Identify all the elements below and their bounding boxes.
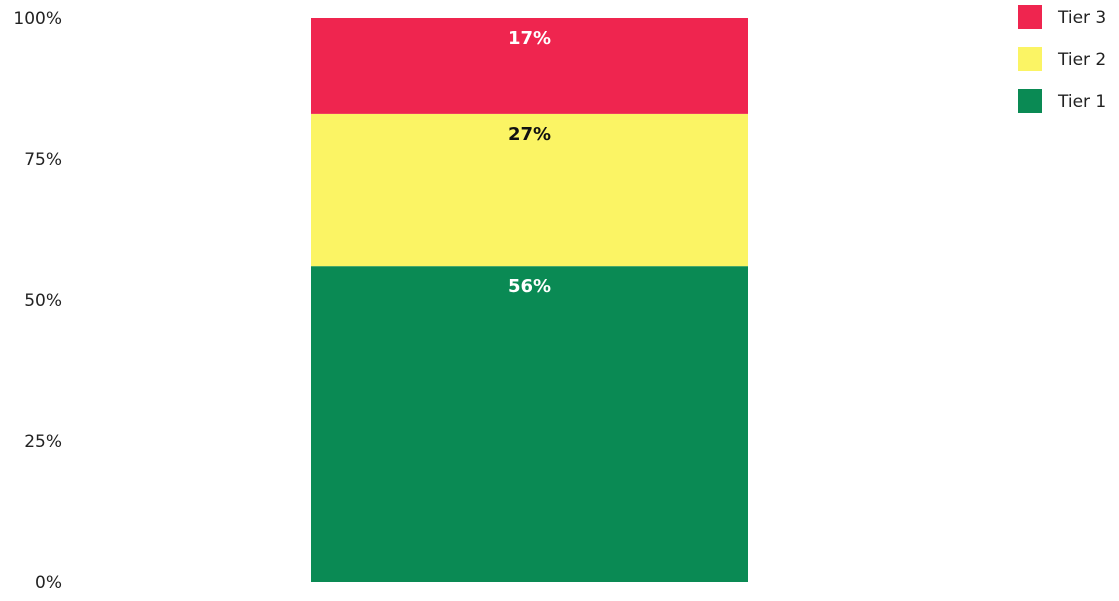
legend-swatch <box>1018 47 1042 71</box>
legend-swatch <box>1018 5 1042 29</box>
bar-segment-tier-2 <box>311 113 748 267</box>
data-label: 27% <box>508 124 551 145</box>
data-label: 56% <box>508 276 551 297</box>
bar-segment-tier-1 <box>311 266 748 582</box>
y-tick-label: 75% <box>24 150 62 170</box>
legend: Tier 3 Tier 2 Tier 1 <box>1018 5 1106 113</box>
y-tick-label: 100% <box>13 9 62 29</box>
legend-label: Tier 2 <box>1057 50 1106 70</box>
y-axis: 0% 25% 50% 75% 100% <box>13 9 62 593</box>
bar-segment-tier-3 <box>311 18 748 114</box>
y-tick-label: 0% <box>35 573 62 593</box>
legend-label: Tier 3 <box>1057 8 1106 28</box>
legend-swatch <box>1018 89 1042 113</box>
bar-stack <box>311 18 748 582</box>
data-labels: 56% 27% 17% <box>508 28 551 297</box>
legend-label: Tier 1 <box>1057 92 1106 112</box>
y-tick-label: 25% <box>24 432 62 452</box>
y-tick-label: 50% <box>24 291 62 311</box>
data-label: 17% <box>508 28 551 49</box>
